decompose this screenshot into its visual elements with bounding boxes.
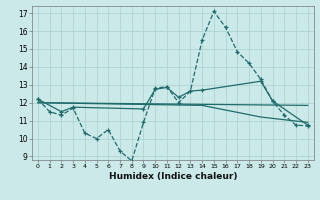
X-axis label: Humidex (Indice chaleur): Humidex (Indice chaleur) (108, 172, 237, 181)
